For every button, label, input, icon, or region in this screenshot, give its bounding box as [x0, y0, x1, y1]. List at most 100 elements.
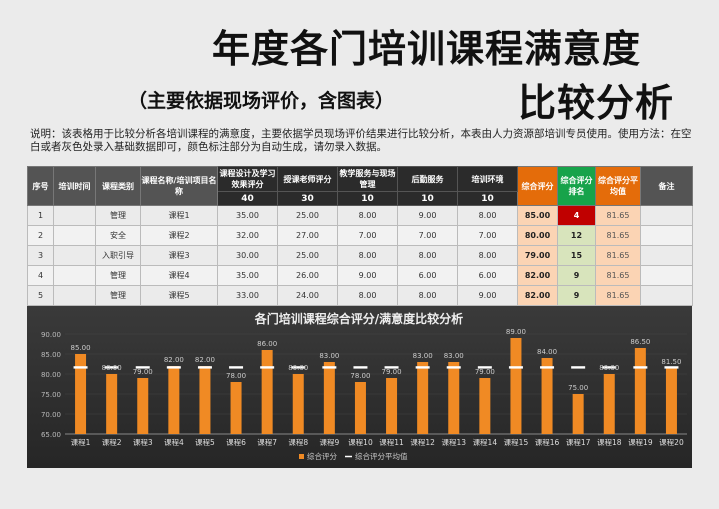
table-cell[interactable]: 7.00	[337, 225, 398, 246]
column-header: 课程设计及学习效果评分	[217, 166, 278, 192]
table-cell[interactable]: 27.00	[277, 225, 338, 246]
weight-cell: 10	[337, 191, 398, 206]
table-cell[interactable]: 2	[27, 225, 54, 246]
table-cell[interactable]: 35.00	[217, 265, 278, 286]
column-header: 课程名称/培训项目名称	[140, 166, 218, 206]
table-cell[interactable]: 6.00	[397, 265, 458, 286]
table-cell: 81.65	[595, 205, 641, 226]
bar	[292, 374, 304, 434]
table-cell[interactable]: 7.00	[397, 225, 458, 246]
table-cell: 80.00	[517, 225, 558, 246]
table-cell[interactable]: 管理	[95, 285, 141, 306]
table-cell[interactable]: 4	[27, 265, 54, 286]
table-cell[interactable]: 9.00	[337, 265, 398, 286]
table-cell[interactable]: 课程5	[140, 285, 218, 306]
table-cell: 82.00	[517, 285, 558, 306]
table-cell[interactable]: 8.00	[397, 285, 458, 306]
table-cell[interactable]: 课程4	[140, 265, 218, 286]
x-tick-label: 课程10	[348, 438, 373, 447]
table-cell[interactable]: 9.00	[397, 205, 458, 226]
table-cell[interactable]: 9.00	[457, 285, 518, 306]
table-cell[interactable]: 8.00	[457, 245, 518, 266]
table-cell[interactable]: 5	[27, 285, 54, 306]
average-marker	[415, 366, 430, 369]
table-cell: 4	[557, 205, 596, 226]
x-tick-label: 课程9	[319, 438, 339, 447]
table-cell[interactable]: 安全	[95, 225, 141, 246]
table-cell[interactable]	[53, 245, 96, 266]
data-label: 82.00	[164, 356, 184, 364]
table-cell[interactable]	[640, 205, 693, 226]
bar	[665, 368, 677, 434]
bar	[354, 382, 366, 434]
table-cell[interactable]	[640, 225, 693, 246]
table-row: 2 安全 课程2 32.00 27.00 7.00 7.00 7.00 80.00 12 81.65	[27, 225, 693, 246]
data-label: 83.00	[413, 352, 433, 360]
column-header: 培训环境	[457, 166, 518, 192]
table-cell[interactable]: 24.00	[277, 285, 338, 306]
legend-label: 综合评分平均值	[355, 451, 408, 461]
y-tick-label: 85.00	[41, 351, 61, 359]
table-cell[interactable]: 课程3	[140, 245, 218, 266]
table-cell[interactable]: 1	[27, 205, 54, 226]
table-cell[interactable]: 8.00	[337, 205, 398, 226]
table-cell[interactable]: 8.00	[337, 245, 398, 266]
table-cell[interactable]: 管理	[95, 265, 141, 286]
bar	[137, 378, 149, 434]
table-cell: 81.65	[595, 225, 641, 246]
table-cell[interactable]: 7.00	[457, 225, 518, 246]
table-cell[interactable]: 8.00	[457, 205, 518, 226]
x-tick-label: 课程16	[535, 438, 560, 447]
table-row: 3 入职引导 课程3 30.00 25.00 8.00 8.00 8.00 79.00 15 81.…	[27, 245, 693, 266]
bar	[230, 382, 242, 434]
table-cell[interactable]	[53, 225, 96, 246]
column-header: 序号	[27, 166, 54, 206]
bar	[199, 366, 211, 434]
table-cell[interactable]: 35.00	[217, 205, 278, 226]
table-cell[interactable]	[640, 265, 693, 286]
bar	[572, 394, 584, 434]
weight-cell: 30	[277, 191, 338, 206]
table-cell[interactable]: 26.00	[277, 265, 338, 286]
bar	[479, 378, 491, 434]
table-cell[interactable]: 25.00	[277, 205, 338, 226]
average-marker	[229, 366, 244, 369]
weight-cell: 10	[457, 191, 518, 206]
bar	[261, 350, 273, 434]
table-cell[interactable]	[640, 245, 693, 266]
y-tick-label: 80.00	[41, 371, 61, 379]
bar	[386, 378, 398, 434]
table-cell[interactable]: 6.00	[457, 265, 518, 286]
table-cell[interactable]: 入职引导	[95, 245, 141, 266]
table-cell[interactable]	[53, 285, 96, 306]
table-cell[interactable]	[53, 265, 96, 286]
average-marker	[291, 366, 306, 369]
data-label: 82.00	[195, 356, 215, 364]
table-cell[interactable]: 8.00	[397, 245, 458, 266]
table-row: 5 管理 课程5 33.00 24.00 8.00 8.00 9.00 82.00 9 81.65	[27, 285, 693, 306]
data-label: 80.00	[102, 364, 122, 372]
table-cell[interactable]: 课程1	[140, 205, 218, 226]
average-marker	[135, 366, 150, 369]
x-tick-label: 课程6	[226, 438, 246, 447]
description: 说明：该表格用于比较分析各培训课程的满意度，主要依据学员现场评价结果进行比较分析…	[30, 128, 692, 153]
table-cell: 9	[557, 285, 596, 306]
column-header: 授课老师评分	[277, 166, 338, 192]
table-cell[interactable]	[53, 205, 96, 226]
average-marker	[322, 366, 337, 369]
table-cell[interactable]: 33.00	[217, 285, 278, 306]
table-cell[interactable]: 课程2	[140, 225, 218, 246]
data-label: 86.50	[630, 338, 650, 346]
table-cell[interactable]: 30.00	[217, 245, 278, 266]
table-cell[interactable]: 32.00	[217, 225, 278, 246]
bar	[541, 358, 553, 434]
table-cell[interactable]: 8.00	[337, 285, 398, 306]
table-cell[interactable]: 3	[27, 245, 54, 266]
data-label: 78.00	[350, 372, 370, 380]
data-label: 89.00	[506, 328, 526, 336]
table-cell[interactable]: 25.00	[277, 245, 338, 266]
data-label: 79.00	[382, 368, 402, 376]
table-cell[interactable]	[640, 285, 693, 306]
x-tick-label: 课程17	[566, 438, 591, 447]
table-cell[interactable]: 管理	[95, 205, 141, 226]
